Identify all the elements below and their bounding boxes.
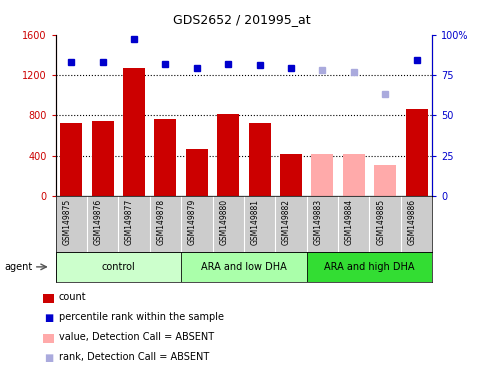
Text: GSM149885: GSM149885 <box>376 199 385 245</box>
Bar <box>56 252 181 282</box>
Text: GDS2652 / 201995_at: GDS2652 / 201995_at <box>173 13 310 26</box>
Bar <box>249 123 270 196</box>
Text: value, Detection Call = ABSENT: value, Detection Call = ABSENT <box>59 332 214 342</box>
Text: ■: ■ <box>44 313 54 323</box>
Text: GSM149879: GSM149879 <box>188 199 197 245</box>
Bar <box>312 154 333 196</box>
Text: agent: agent <box>5 262 33 272</box>
Text: GSM149883: GSM149883 <box>313 199 323 245</box>
Text: GSM149876: GSM149876 <box>94 199 103 245</box>
Bar <box>406 109 427 196</box>
Text: GSM149877: GSM149877 <box>125 199 134 245</box>
Bar <box>92 121 114 196</box>
Bar <box>123 68 145 196</box>
Bar <box>343 154 365 196</box>
Text: control: control <box>101 262 135 272</box>
Bar <box>280 154 302 196</box>
Text: GSM149886: GSM149886 <box>408 199 416 245</box>
Text: count: count <box>59 292 86 302</box>
Text: ■: ■ <box>44 353 54 362</box>
Bar <box>186 149 208 196</box>
Text: GSM149875: GSM149875 <box>62 199 71 245</box>
Bar <box>217 114 239 196</box>
Text: GSM149881: GSM149881 <box>251 199 260 245</box>
Bar <box>181 252 307 282</box>
Text: rank, Detection Call = ABSENT: rank, Detection Call = ABSENT <box>59 352 209 362</box>
Bar <box>60 123 82 196</box>
Text: percentile rank within the sample: percentile rank within the sample <box>59 312 224 322</box>
Bar <box>155 119 176 196</box>
Text: ARA and low DHA: ARA and low DHA <box>201 262 287 272</box>
Text: GSM149880: GSM149880 <box>219 199 228 245</box>
Text: GSM149878: GSM149878 <box>156 199 165 245</box>
Text: GSM149882: GSM149882 <box>282 199 291 245</box>
Text: GSM149884: GSM149884 <box>345 199 354 245</box>
Bar <box>374 165 396 196</box>
Text: ARA and high DHA: ARA and high DHA <box>324 262 415 272</box>
Bar <box>307 252 432 282</box>
